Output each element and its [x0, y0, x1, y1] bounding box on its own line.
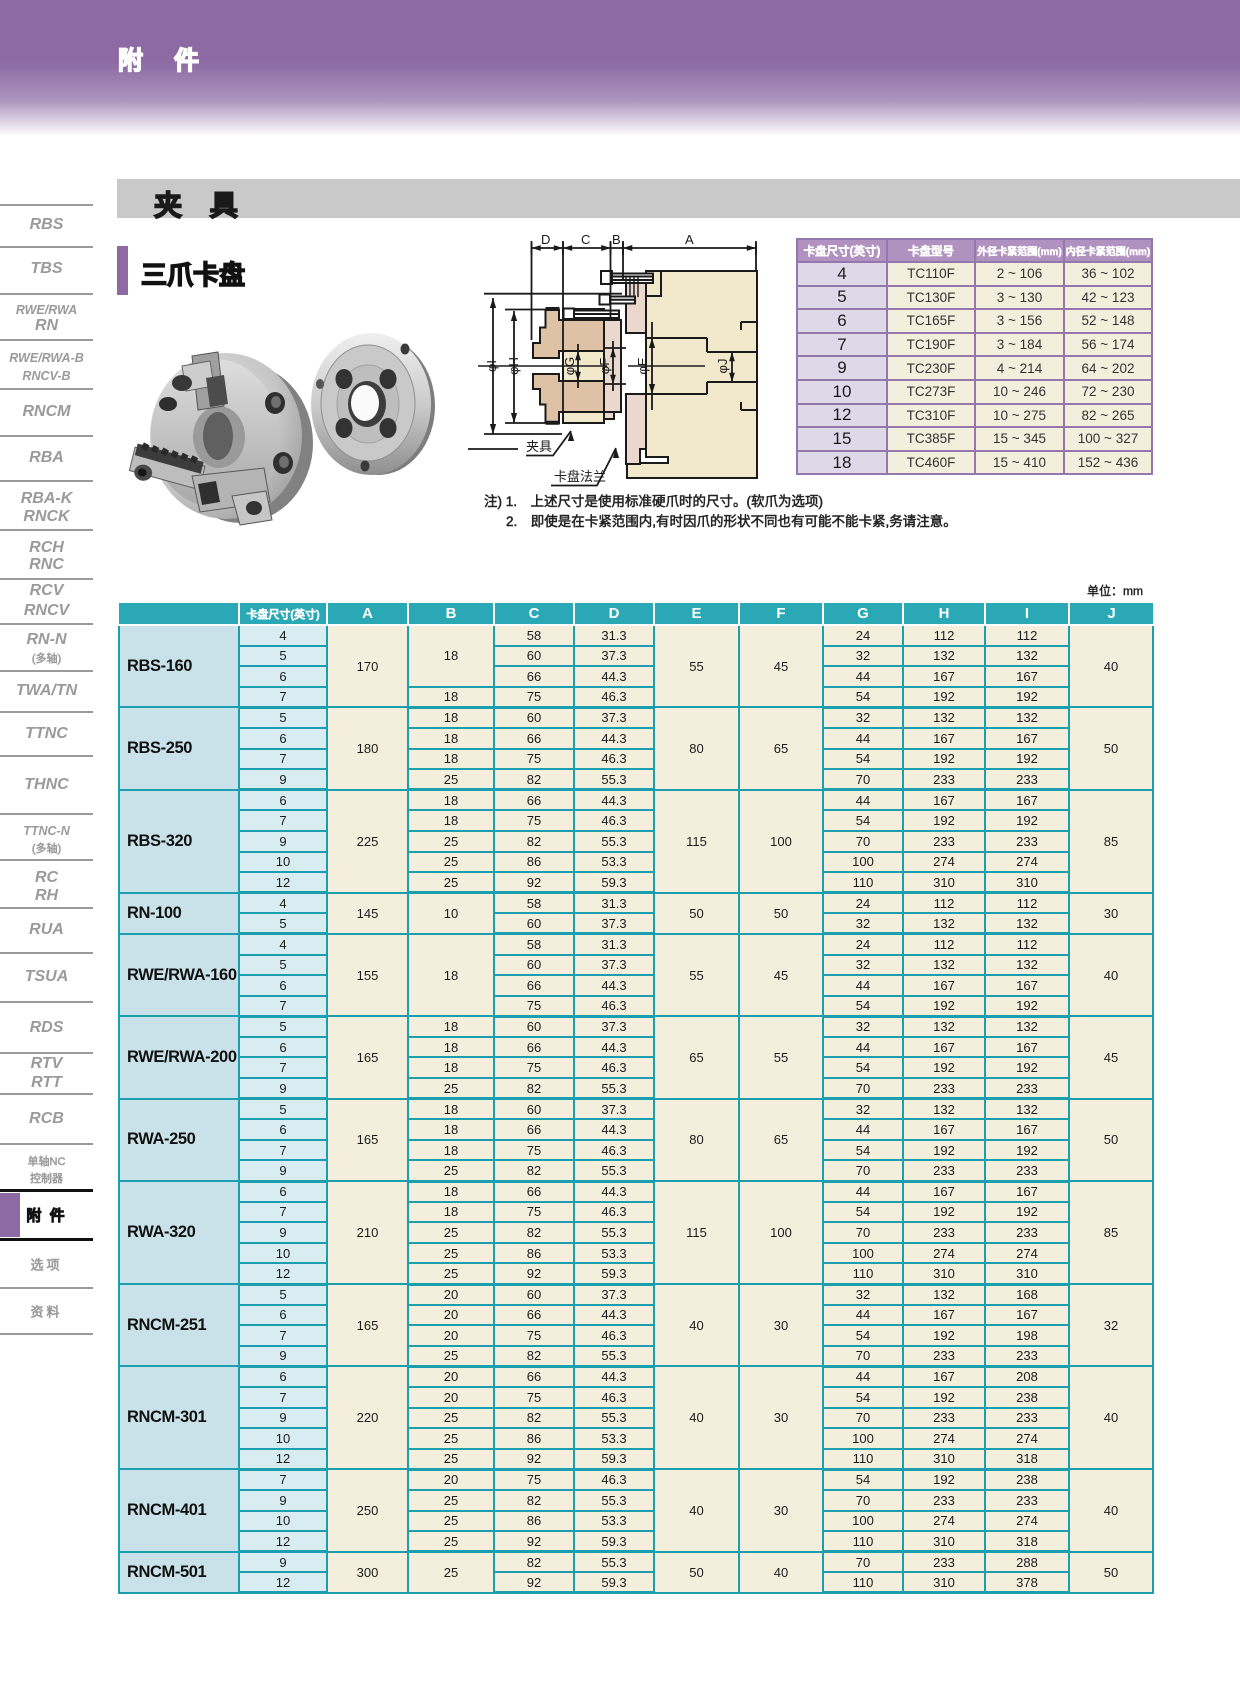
svg-text:A: A — [685, 232, 694, 247]
svg-text:夹具: 夹具 — [526, 439, 552, 454]
svg-text:φI: φI — [484, 360, 499, 372]
svg-text:φH: φH — [506, 357, 521, 375]
svg-text:B: B — [612, 232, 621, 247]
svg-text:φG: φG — [562, 357, 577, 376]
svg-text:φF: φF — [597, 358, 612, 374]
svg-text:卡盘法兰: 卡盘法兰 — [554, 469, 606, 484]
svg-text:D: D — [541, 232, 550, 247]
svg-text:φE: φE — [635, 357, 650, 374]
svg-text:C: C — [581, 232, 590, 247]
svg-text:φJ: φJ — [715, 359, 730, 374]
